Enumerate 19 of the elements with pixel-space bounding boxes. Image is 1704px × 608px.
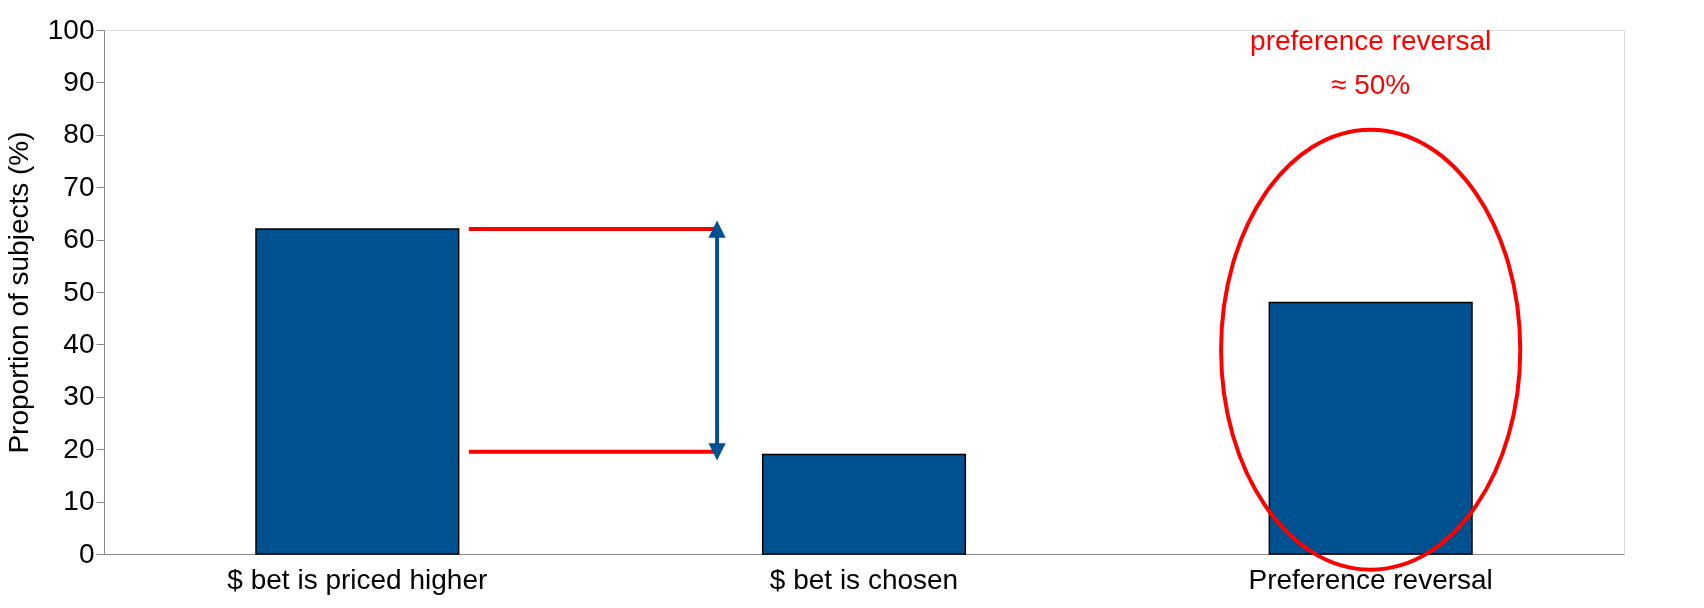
x-tick-label: Preference reversal — [1248, 563, 1493, 595]
y-tick-label: 10 — [63, 485, 95, 517]
y-tick-label: 60 — [63, 223, 95, 255]
bar — [761, 453, 967, 555]
y-tick-label: 70 — [63, 170, 95, 202]
y-tick-label: 80 — [63, 118, 95, 150]
y-tick-label: 90 — [63, 65, 95, 97]
y-tick-label: 40 — [63, 327, 95, 359]
bar — [1268, 301, 1473, 555]
y-tick-label: 50 — [63, 275, 95, 307]
y-tick-label: 0 — [78, 537, 95, 569]
annotation: preference reversal ≈ 50% — [1250, 25, 1492, 100]
y-tick-label: 100 — [47, 13, 95, 45]
y-axis-title: Proportion of subjects (%) — [2, 131, 34, 454]
bar — [255, 228, 460, 555]
x-tick-label: $ bet is chosen — [769, 563, 959, 595]
y-tick-label: 30 — [63, 380, 95, 412]
y-tick-label: 20 — [63, 432, 95, 464]
x-tick-label: $ bet is priced higher — [227, 563, 488, 595]
